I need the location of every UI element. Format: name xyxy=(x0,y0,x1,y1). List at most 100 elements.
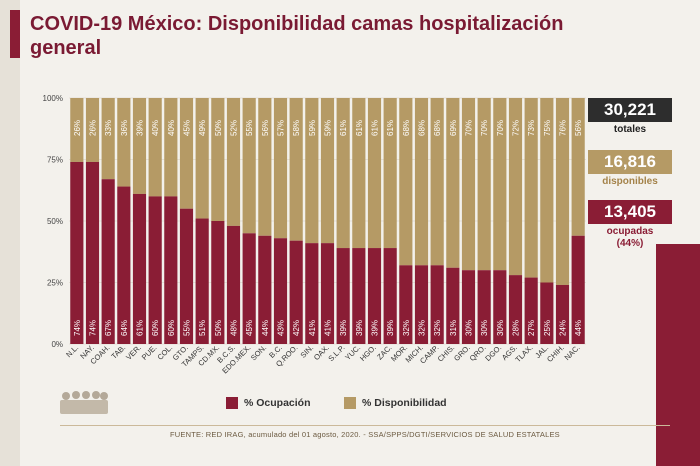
data-label-disponibilidad: 39% xyxy=(136,120,145,136)
bar-disponibilidad xyxy=(446,98,460,268)
data-label-disponibilidad: 61% xyxy=(339,120,348,136)
bar-disponibilidad xyxy=(70,98,84,162)
data-label-disponibilidad: 70% xyxy=(496,120,505,136)
data-label-ocupacion: 44% xyxy=(574,320,583,336)
bar-ocupacion xyxy=(226,225,241,344)
bar-disponibilidad xyxy=(477,98,491,271)
stat-totales-label: totales xyxy=(613,124,647,135)
data-label-disponibilidad: 33% xyxy=(104,120,113,136)
bar-disponibilidad xyxy=(101,98,115,180)
page-title: COVID-19 México: Disponibilidad camas ho… xyxy=(30,13,564,59)
x-tick-label: N.L. xyxy=(64,343,80,359)
x-tick-label: CHIH. xyxy=(545,343,566,364)
stat-disponibles-label: disponibles xyxy=(602,176,658,187)
data-label-ocupacion: 39% xyxy=(339,320,348,336)
y-axis: 0% 25% 50% 75% 100% xyxy=(43,94,63,349)
data-label-ocupacion: 74% xyxy=(89,320,98,336)
bar-ocupacion xyxy=(367,248,382,344)
bar-disponibilidad xyxy=(508,98,523,276)
bar-disponibilidad xyxy=(305,98,319,244)
data-label-disponibilidad: 52% xyxy=(230,120,239,136)
bar-disponibilidad xyxy=(289,98,303,241)
y-tick-label: 75% xyxy=(47,156,63,165)
bar-ocupacion xyxy=(446,267,460,344)
stat-ocupadas-label: ocupadas xyxy=(606,226,654,237)
bar-ocupacion xyxy=(148,196,162,344)
bar-ocupacion xyxy=(508,275,523,344)
data-label-disponibilidad: 68% xyxy=(402,120,411,136)
data-label-disponibilidad: 68% xyxy=(418,120,427,136)
bar-ocupacion xyxy=(477,270,491,344)
data-label-ocupacion: 60% xyxy=(167,320,176,336)
x-tick-label: S.L.P. xyxy=(326,343,346,363)
data-label-disponibilidad: 26% xyxy=(89,120,98,136)
bar-disponibilidad xyxy=(336,98,350,249)
bar-ocupacion xyxy=(132,193,147,344)
x-tick-label: PUE. xyxy=(140,343,159,362)
bar-ocupacion xyxy=(211,221,225,344)
data-label-ocupacion: 41% xyxy=(324,320,333,336)
bar-ocupacion xyxy=(555,284,570,344)
bar-ocupacion xyxy=(399,265,413,344)
data-label-ocupacion: 44% xyxy=(261,320,270,336)
y-tick-label: 50% xyxy=(47,217,63,226)
bar-disponibilidad xyxy=(273,98,288,239)
x-tick-label: DGO. xyxy=(483,343,503,363)
bar-disponibilidad xyxy=(430,98,444,266)
data-label-ocupacion: 39% xyxy=(371,320,380,336)
bar-disponibilidad xyxy=(399,98,413,266)
bar-ocupacion xyxy=(320,243,335,344)
data-label-ocupacion: 51% xyxy=(198,320,207,336)
data-label-disponibilidad: 45% xyxy=(183,120,192,136)
government-logo xyxy=(60,391,108,414)
data-label-ocupacion: 48% xyxy=(230,320,239,336)
bar-ocupacion xyxy=(493,270,507,344)
data-label-disponibilidad: 61% xyxy=(371,120,380,136)
x-tick-label: SON. xyxy=(249,343,268,362)
x-tick-label: COL. xyxy=(155,343,174,362)
x-axis-labels: N.L.NAY.COAH.TAB.VER.PUE.COL.GTO.TAMPS.C… xyxy=(64,343,581,375)
data-label-disponibilidad: 49% xyxy=(198,120,207,136)
bar-disponibilidad xyxy=(320,98,335,244)
legend-swatch-ocupacion xyxy=(226,397,238,410)
legend-label-disponibilidad: % Disponibilidad xyxy=(362,397,447,409)
bar-ocupacion xyxy=(101,179,115,344)
data-label-disponibilidad: 72% xyxy=(512,120,521,136)
data-label-ocupacion: 45% xyxy=(245,320,254,336)
data-label-disponibilidad: 55% xyxy=(245,120,254,136)
bar-ocupacion xyxy=(273,238,288,344)
x-tick-label: QRO. xyxy=(468,343,488,363)
bar-disponibilidad xyxy=(414,98,429,266)
data-label-ocupacion: 50% xyxy=(214,320,223,336)
bar-disponibilidad xyxy=(179,98,194,209)
source-footnote: FUENTE: RED IRAG, acumulado del 01 agost… xyxy=(170,430,560,439)
bar-ocupacion xyxy=(305,243,319,344)
x-tick-label: VER. xyxy=(124,343,143,362)
bar-disponibilidad xyxy=(164,98,178,197)
bar-ocupacion xyxy=(289,240,303,344)
data-label-ocupacion: 39% xyxy=(355,320,364,336)
data-label-ocupacion: 27% xyxy=(527,320,536,336)
stat-ocupadas: 13,405 ocupadas (44%) xyxy=(588,200,672,250)
bar-ocupacion xyxy=(336,248,350,344)
bar-ocupacion xyxy=(540,282,554,344)
bar-disponibilidad xyxy=(258,98,272,236)
right-accent-block xyxy=(656,244,700,466)
data-label-ocupacion: 67% xyxy=(104,320,113,336)
data-label-disponibilidad: 26% xyxy=(73,120,82,136)
bar-disponibilidad xyxy=(352,98,366,249)
bar-disponibilidad xyxy=(493,98,507,271)
data-label-disponibilidad: 56% xyxy=(261,120,270,136)
left-strip xyxy=(0,0,20,466)
data-label-disponibilidad: 73% xyxy=(527,120,536,136)
data-label-disponibilidad: 75% xyxy=(543,120,552,136)
x-tick-label: GRO. xyxy=(452,343,472,363)
data-label-ocupacion: 30% xyxy=(480,320,489,336)
data-label-ocupacion: 24% xyxy=(559,320,568,336)
bar-ocupacion xyxy=(242,233,256,344)
data-label-disponibilidad: 40% xyxy=(167,120,176,136)
x-tick-label: TLAX. xyxy=(513,343,534,364)
bar-ocupacion xyxy=(430,265,444,344)
data-label-ocupacion: 31% xyxy=(449,320,458,336)
